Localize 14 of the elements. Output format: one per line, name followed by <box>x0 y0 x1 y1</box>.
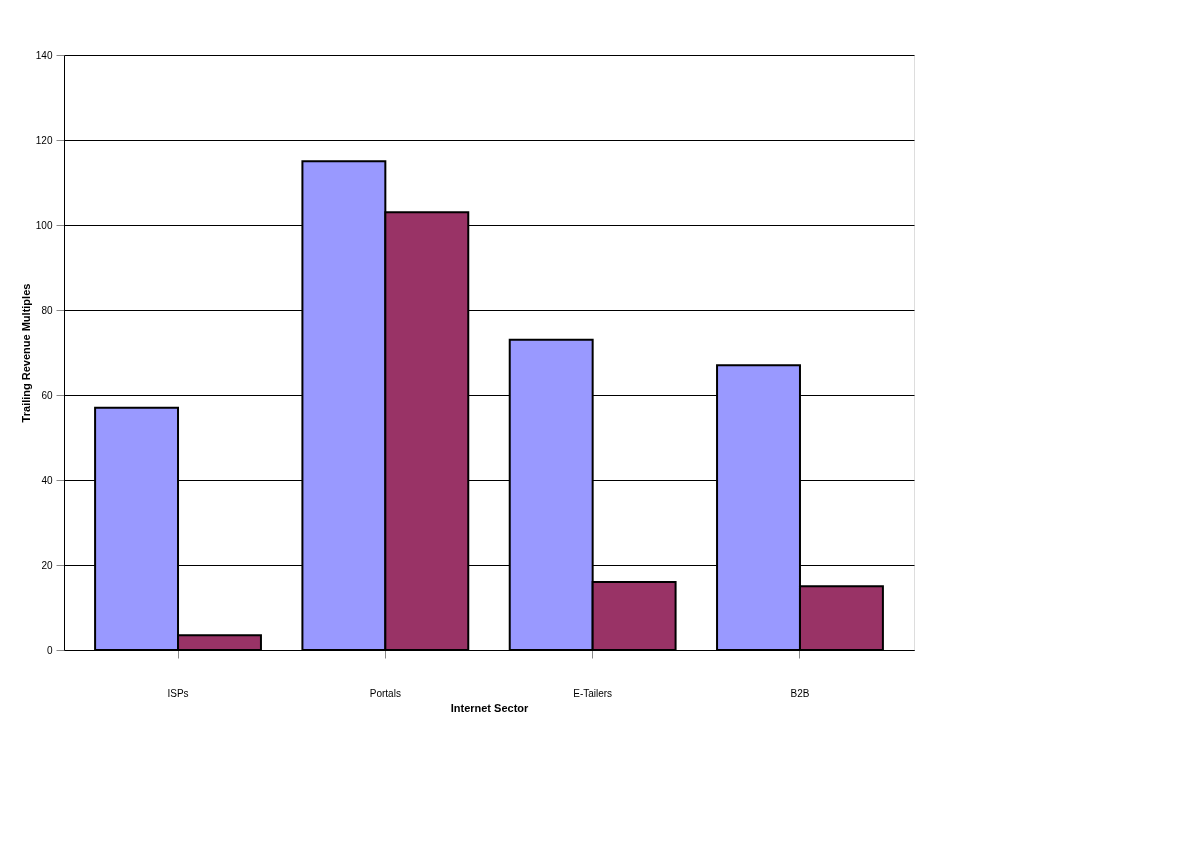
x-tick-label: E-Tailers <box>573 687 613 699</box>
y-tick-label: 40 <box>41 474 53 486</box>
y-tick-label: 60 <box>41 389 53 401</box>
y-tick-label: 0 <box>46 644 53 656</box>
y-tick-label: 80 <box>41 304 53 316</box>
x-tick-label: B2B <box>790 687 810 699</box>
y-axis-title: Trailing Revenue Multiples <box>19 283 32 423</box>
x-tick-label: Portals <box>369 687 401 699</box>
x-tick-label: ISPs <box>167 687 189 699</box>
y-tick-label: 20 <box>41 559 53 571</box>
y-tick-label: 100 <box>35 219 53 231</box>
y-tick-label: 120 <box>35 134 53 146</box>
y-tick-label: 140 <box>35 49 53 61</box>
x-axis-title: Internet Sector <box>450 701 530 714</box>
